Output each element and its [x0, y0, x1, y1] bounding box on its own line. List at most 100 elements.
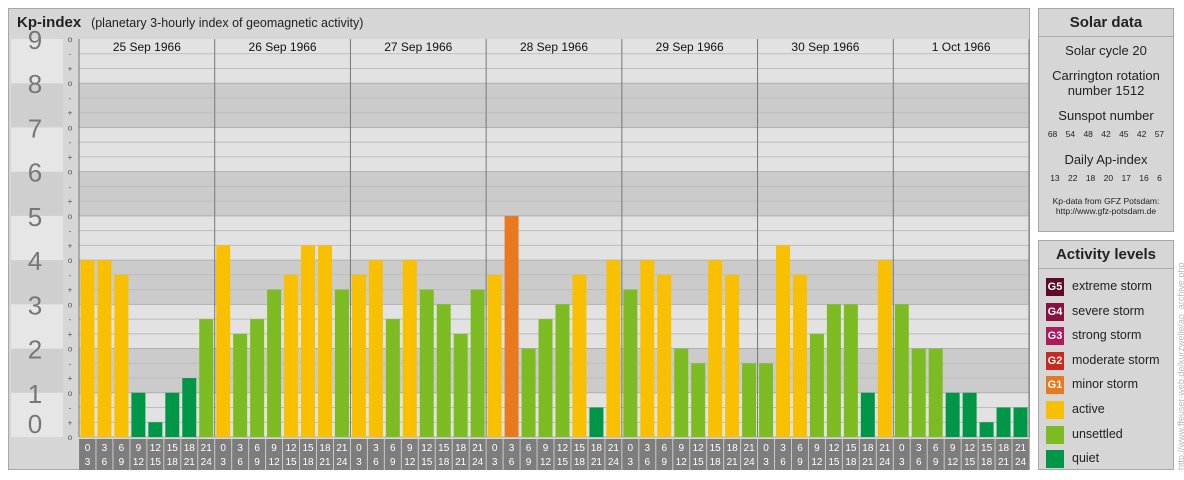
- time-cell: [147, 439, 164, 470]
- y-label-band: [11, 127, 63, 172]
- kp-bar: [606, 260, 621, 437]
- time-cell: [825, 439, 842, 470]
- interval-end-label: 9: [933, 457, 939, 468]
- legend-label: minor storm: [1072, 377, 1138, 392]
- interval-end-label: 24: [472, 457, 484, 468]
- kp-bar: [877, 260, 892, 437]
- kp-bar: [368, 260, 383, 437]
- carrington-number: number 1512: [1067, 83, 1145, 98]
- time-cell: [350, 439, 367, 470]
- legend-label: severe storm: [1072, 303, 1145, 318]
- interval-start-label: 3: [373, 443, 379, 454]
- credit-url: http://www.gfz-potsdam.de: [1055, 206, 1157, 216]
- kp-bar: [657, 274, 672, 437]
- time-cell: [995, 439, 1012, 470]
- kp-bar: [402, 260, 417, 437]
- kp-bar: [860, 392, 875, 437]
- legend-label: unsettled: [1072, 426, 1123, 441]
- time-cell: [639, 439, 656, 470]
- kp-bar: [233, 333, 248, 437]
- kp-bar: [334, 289, 349, 437]
- interval-start-label: 21: [201, 443, 213, 454]
- interval-end-label: 6: [237, 457, 243, 468]
- day-label: 28 Sep 1966: [520, 40, 588, 54]
- minor-tick-label: +: [68, 330, 73, 339]
- interval-end-label: 24: [336, 457, 348, 468]
- kp-bar: [809, 333, 824, 437]
- interval-start-label: 21: [472, 443, 484, 454]
- minor-tick-label: -: [69, 315, 72, 324]
- interval-end-label: 9: [254, 457, 260, 468]
- minor-tick-label: o: [68, 79, 73, 88]
- kp-bar: [318, 245, 332, 437]
- legend-label: active: [1072, 401, 1105, 416]
- time-cell: [520, 439, 537, 470]
- kp-bar: [843, 304, 858, 437]
- legend-label: strong storm: [1072, 328, 1142, 343]
- time-cell: [978, 439, 995, 470]
- interval-end-label: 24: [608, 457, 620, 468]
- interval-start-label: 12: [557, 443, 569, 454]
- legend-swatch: G5: [1046, 278, 1064, 296]
- solar-cycle: Solar cycle 20: [1065, 43, 1147, 58]
- day-label: 29 Sep 1966: [656, 40, 724, 54]
- interval-start-label: 9: [543, 443, 549, 454]
- interval-start-label: 15: [981, 443, 993, 454]
- kp-bar: [453, 333, 468, 437]
- kp-bar: [470, 289, 485, 437]
- minor-tick-label: +: [68, 109, 73, 118]
- y-label-band: [11, 260, 63, 305]
- time-cell: [842, 439, 859, 470]
- y-tick-label: 6: [28, 158, 42, 188]
- interval-start-label: 18: [319, 443, 331, 454]
- legend-item: active: [1039, 398, 1173, 423]
- interval-end-label: 18: [710, 457, 722, 468]
- time-cell: [266, 439, 283, 470]
- y-label-band: [11, 39, 63, 84]
- interval-start-label: 15: [845, 443, 857, 454]
- time-cell: [181, 439, 198, 470]
- time-cell: [452, 439, 469, 470]
- day-label: 27 Sep 1966: [384, 40, 452, 54]
- interval-end-label: 24: [744, 457, 756, 468]
- interval-end-label: 3: [356, 457, 362, 468]
- sunspot-values: 68 54 48 42 45 42 57: [1047, 129, 1165, 139]
- interval-end-label: 24: [1015, 457, 1027, 468]
- interval-end-label: 6: [916, 457, 922, 468]
- credit-line: Kp-data from GFZ Potsdam:: [1052, 196, 1160, 206]
- minor-tick-label: -: [69, 50, 72, 59]
- interval-end-label: 15: [150, 457, 162, 468]
- kp-bar: [674, 348, 689, 437]
- minor-tick-label: +: [68, 153, 73, 162]
- interval-end-label: 15: [828, 457, 840, 468]
- interval-start-label: 21: [608, 443, 620, 454]
- y-label-band: [11, 392, 63, 437]
- minor-tick-label: o: [68, 389, 73, 398]
- time-cell: [215, 439, 232, 470]
- kp-bar: [165, 392, 180, 437]
- time-cell: [622, 439, 639, 470]
- kp-bar: [182, 378, 197, 437]
- interval-start-label: 21: [879, 443, 891, 454]
- watermark-url: http://www.ffeuser-web.de/kurzwelle/ap_a…: [1176, 262, 1184, 470]
- time-cell: [927, 439, 944, 470]
- interval-end-label: 21: [727, 457, 739, 468]
- time-cell: [944, 439, 961, 470]
- kp-bar: [1013, 407, 1028, 437]
- time-cell: [554, 439, 571, 470]
- kp-bar: [759, 363, 774, 437]
- interval-start-label: 21: [1015, 443, 1027, 454]
- activity-legend: G5 extreme storm G4 severe storm G3 strong st…: [1039, 269, 1173, 472]
- interval-start-label: 9: [407, 443, 413, 454]
- kp-bar: [351, 274, 366, 437]
- interval-start-label: 0: [85, 443, 91, 454]
- interval-start-label: 0: [628, 443, 634, 454]
- y-label-band: [11, 304, 63, 349]
- kp-bar: [928, 348, 943, 437]
- interval-start-label: 6: [661, 443, 667, 454]
- legend-swatch: [1046, 400, 1064, 419]
- y-tick-label: 5: [28, 202, 42, 232]
- kp-bar: [436, 304, 451, 437]
- minor-tick-label: o: [68, 212, 73, 221]
- minor-tick-label: o: [68, 123, 73, 132]
